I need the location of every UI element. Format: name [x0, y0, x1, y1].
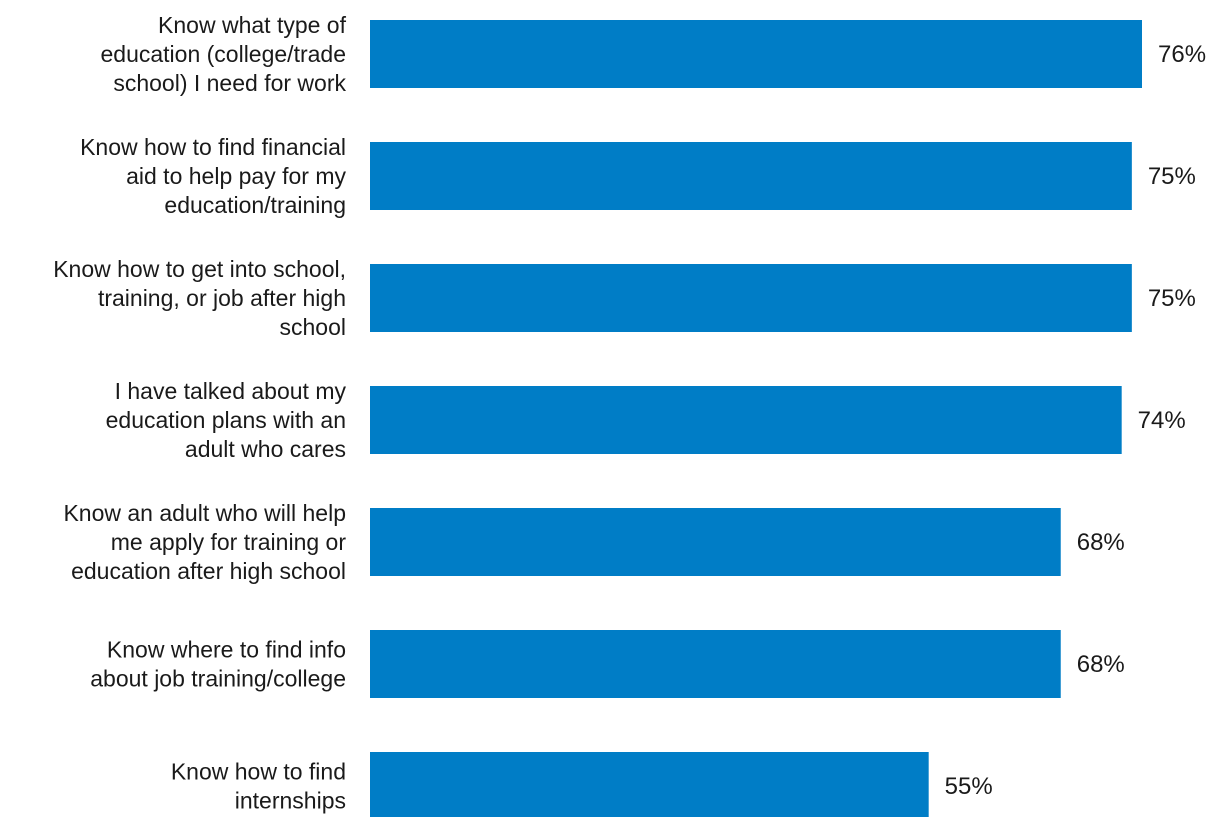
category-label-line: adult who cares: [185, 436, 346, 462]
category-label-line: school) I need for work: [113, 70, 346, 96]
category-label-line: education after high school: [71, 558, 346, 584]
category-label-line: training, or job after high: [98, 285, 346, 311]
category-label-line: aid to help pay for my: [126, 163, 346, 189]
category-label-line: Know where to find info: [107, 637, 346, 663]
category-label-line: education plans with an: [106, 407, 346, 433]
category-label-1: Know what type of education (college/trad…: [101, 12, 347, 96]
category-label-line: about job training/college: [90, 666, 346, 692]
bar-5: [370, 508, 1061, 576]
bar-4: [370, 386, 1122, 454]
value-label-1: 76%: [1158, 41, 1206, 68]
category-label-line: internships: [235, 788, 346, 814]
category-label-line: Know what type of: [158, 12, 347, 38]
bar-7: [370, 752, 929, 820]
category-label-line: Know how to get into school,: [53, 256, 346, 282]
category-label-5: Know an adult who will help me apply for …: [63, 500, 346, 584]
value-label-2: 75%: [1148, 163, 1196, 190]
bar-2: [370, 142, 1132, 210]
value-label-6: 68%: [1077, 651, 1125, 678]
value-label-5: 68%: [1077, 529, 1125, 556]
category-label-line: Know an adult who will help: [63, 500, 346, 526]
bar-6: [370, 630, 1061, 698]
category-label-2: Know how to find financial aid to help pa…: [80, 134, 346, 218]
category-label-6: Know where to find info about job trainin…: [90, 637, 346, 692]
value-label-4: 74%: [1138, 407, 1186, 434]
category-label-4: I have talked about my education plans wi…: [106, 378, 347, 462]
category-label-line: I have talked about my: [115, 378, 347, 404]
category-label-7: Know how to find internships: [171, 759, 346, 814]
value-label-3: 75%: [1148, 285, 1196, 312]
category-label-line: Know how to find financial: [80, 134, 346, 160]
category-label-line: me apply for training or: [111, 529, 347, 555]
bar-1: [370, 20, 1142, 88]
category-label-line: education/training: [164, 192, 346, 218]
category-label-line: education (college/trade: [101, 41, 347, 67]
category-label-line: school: [280, 314, 346, 340]
value-label-7: 55%: [945, 773, 993, 800]
category-label-3: Know how to get into school, training, or…: [53, 256, 346, 340]
bar-3: [370, 264, 1132, 332]
category-label-line: Know how to find: [171, 759, 346, 785]
